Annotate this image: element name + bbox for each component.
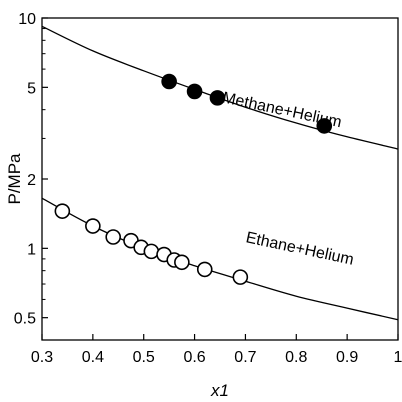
ethane-helium-point xyxy=(196,261,213,278)
y-tick-label: 1 xyxy=(27,241,36,258)
plot-frame xyxy=(41,17,399,341)
methane-helium-point xyxy=(316,118,333,134)
y-tick-label: 10 xyxy=(18,11,36,28)
ethane-helium-point xyxy=(232,269,249,285)
methane-helium-point xyxy=(209,90,226,106)
axes-layer xyxy=(41,17,399,341)
y-tick-label: 0.5 xyxy=(14,311,36,328)
methane-helium-point xyxy=(186,83,203,100)
ethane-helium-point xyxy=(105,229,121,245)
model-curve-methane-helium xyxy=(41,25,399,150)
ethane-helium-point xyxy=(143,243,160,260)
ethane-helium-point xyxy=(174,254,190,271)
curves-layer xyxy=(41,25,399,321)
methane-helium-point xyxy=(161,73,177,90)
x-tick-label: 0.8 xyxy=(285,349,307,366)
x-tick-label: 0.9 xyxy=(336,349,358,366)
ethane-helium-label: Ethane+Helium xyxy=(244,229,355,268)
x-tick-label: 0.3 xyxy=(31,349,53,366)
y-tick-label: 5 xyxy=(27,80,36,97)
x-tick-label: 1 xyxy=(394,349,402,366)
methane-helium-label: Methane+Helium xyxy=(221,89,343,131)
ethane-helium-point xyxy=(85,218,101,234)
x-tick-label: 0.5 xyxy=(133,349,155,366)
x-tick-label: 0.7 xyxy=(234,349,256,366)
x-tick-label: 0.6 xyxy=(183,349,205,366)
y-tick-label: 2 xyxy=(27,172,36,189)
y-axis-label: P/MPa xyxy=(5,153,24,205)
x-tick-label: 0.4 xyxy=(82,349,104,366)
points-layer xyxy=(54,73,333,285)
ethane-helium-point xyxy=(54,203,71,219)
x-axis-label: x1 xyxy=(210,381,229,400)
